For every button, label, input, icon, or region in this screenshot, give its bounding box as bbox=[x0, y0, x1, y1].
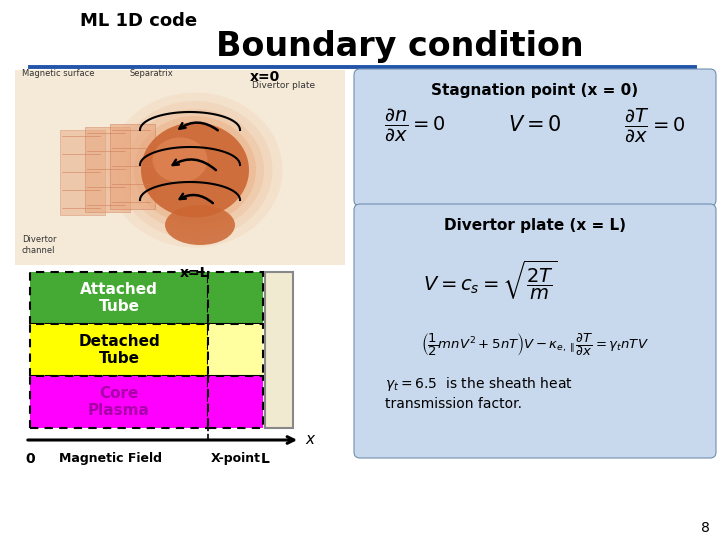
FancyBboxPatch shape bbox=[354, 69, 716, 206]
Text: Divertor plate: Divertor plate bbox=[252, 80, 315, 90]
FancyBboxPatch shape bbox=[30, 272, 208, 324]
Text: x=0: x=0 bbox=[250, 70, 280, 84]
Text: $\gamma_t=6.5$  is the sheath heat: $\gamma_t=6.5$ is the sheath heat bbox=[385, 375, 572, 393]
FancyBboxPatch shape bbox=[208, 272, 263, 324]
FancyBboxPatch shape bbox=[30, 324, 208, 376]
Text: 8: 8 bbox=[701, 521, 709, 535]
Text: Core
Plasma: Core Plasma bbox=[88, 386, 150, 418]
Text: Separatrix: Separatrix bbox=[130, 70, 174, 78]
Text: 0: 0 bbox=[25, 452, 35, 466]
Text: ML 1D code: ML 1D code bbox=[80, 12, 197, 30]
Ellipse shape bbox=[107, 92, 282, 247]
FancyBboxPatch shape bbox=[30, 376, 208, 428]
Text: Divertor
channel: Divertor channel bbox=[22, 235, 56, 255]
FancyBboxPatch shape bbox=[208, 324, 263, 376]
FancyBboxPatch shape bbox=[85, 127, 130, 212]
Text: $V=0$: $V=0$ bbox=[508, 115, 562, 135]
FancyBboxPatch shape bbox=[354, 204, 716, 458]
FancyBboxPatch shape bbox=[110, 124, 155, 209]
Text: Magnetic surface: Magnetic surface bbox=[22, 70, 94, 78]
FancyBboxPatch shape bbox=[60, 130, 105, 215]
Text: $V=c_s=\sqrt{\dfrac{2T}{m}}$: $V=c_s=\sqrt{\dfrac{2T}{m}}$ bbox=[423, 258, 557, 302]
Ellipse shape bbox=[126, 109, 264, 231]
Text: x: x bbox=[305, 433, 314, 448]
Ellipse shape bbox=[134, 116, 256, 224]
Ellipse shape bbox=[117, 101, 272, 239]
Ellipse shape bbox=[165, 205, 235, 245]
Ellipse shape bbox=[153, 138, 207, 183]
Text: Stagnation point (x = 0): Stagnation point (x = 0) bbox=[431, 83, 639, 98]
FancyBboxPatch shape bbox=[15, 70, 345, 265]
Text: Attached
Tube: Attached Tube bbox=[80, 282, 158, 314]
Text: $\dfrac{\partial n}{\partial x}=0$: $\dfrac{\partial n}{\partial x}=0$ bbox=[384, 107, 446, 143]
Text: $\left(\dfrac{1}{2}mnV^2+5nT\right)V-\kappa_{e,\parallel}\dfrac{\partial T}{\par: $\left(\dfrac{1}{2}mnV^2+5nT\right)V-\ka… bbox=[421, 332, 649, 359]
Ellipse shape bbox=[141, 123, 249, 218]
Text: transmission factor.: transmission factor. bbox=[385, 397, 522, 411]
Text: Magnetic Field: Magnetic Field bbox=[58, 452, 161, 465]
Text: x=L: x=L bbox=[180, 266, 210, 280]
Text: L: L bbox=[261, 452, 269, 466]
Text: X-point: X-point bbox=[210, 452, 261, 465]
Text: $\dfrac{\partial T}{\partial x}=0$: $\dfrac{\partial T}{\partial x}=0$ bbox=[624, 106, 685, 144]
FancyBboxPatch shape bbox=[265, 272, 293, 428]
Text: Divertor plate (x = L): Divertor plate (x = L) bbox=[444, 218, 626, 233]
Text: Detached
Tube: Detached Tube bbox=[78, 334, 160, 366]
Text: Boundary condition: Boundary condition bbox=[216, 30, 584, 63]
FancyBboxPatch shape bbox=[208, 376, 263, 428]
